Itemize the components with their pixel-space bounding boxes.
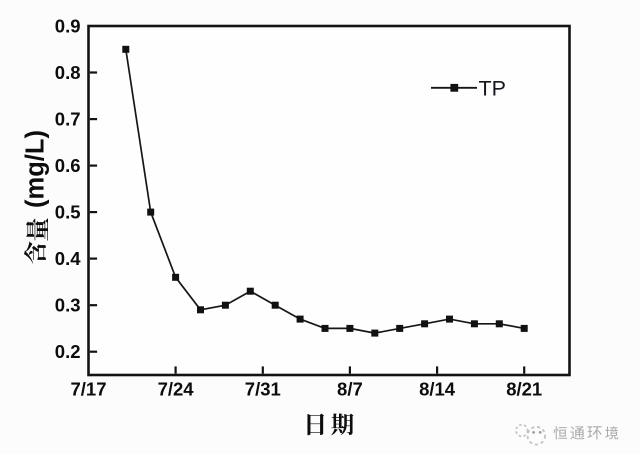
svg-text:8/7: 8/7: [337, 379, 363, 400]
svg-text:0.2: 0.2: [55, 341, 81, 362]
svg-text:7/31: 7/31: [245, 379, 281, 400]
svg-text:8/14: 8/14: [419, 379, 456, 400]
svg-text:8/21: 8/21: [506, 379, 542, 400]
svg-text:0.6: 0.6: [55, 155, 81, 176]
svg-text:7/24: 7/24: [158, 379, 195, 400]
svg-text:7/17: 7/17: [70, 379, 106, 400]
svg-text:0.8: 0.8: [55, 62, 81, 83]
svg-text:TP: TP: [479, 76, 506, 100]
svg-text:0.4: 0.4: [55, 248, 81, 269]
svg-text:(mg/L): (mg/L): [22, 130, 50, 208]
svg-text:0.7: 0.7: [55, 109, 81, 130]
svg-text:0.3: 0.3: [55, 295, 81, 316]
svg-text:0.5: 0.5: [55, 202, 81, 223]
svg-text:0.9: 0.9: [55, 15, 81, 36]
